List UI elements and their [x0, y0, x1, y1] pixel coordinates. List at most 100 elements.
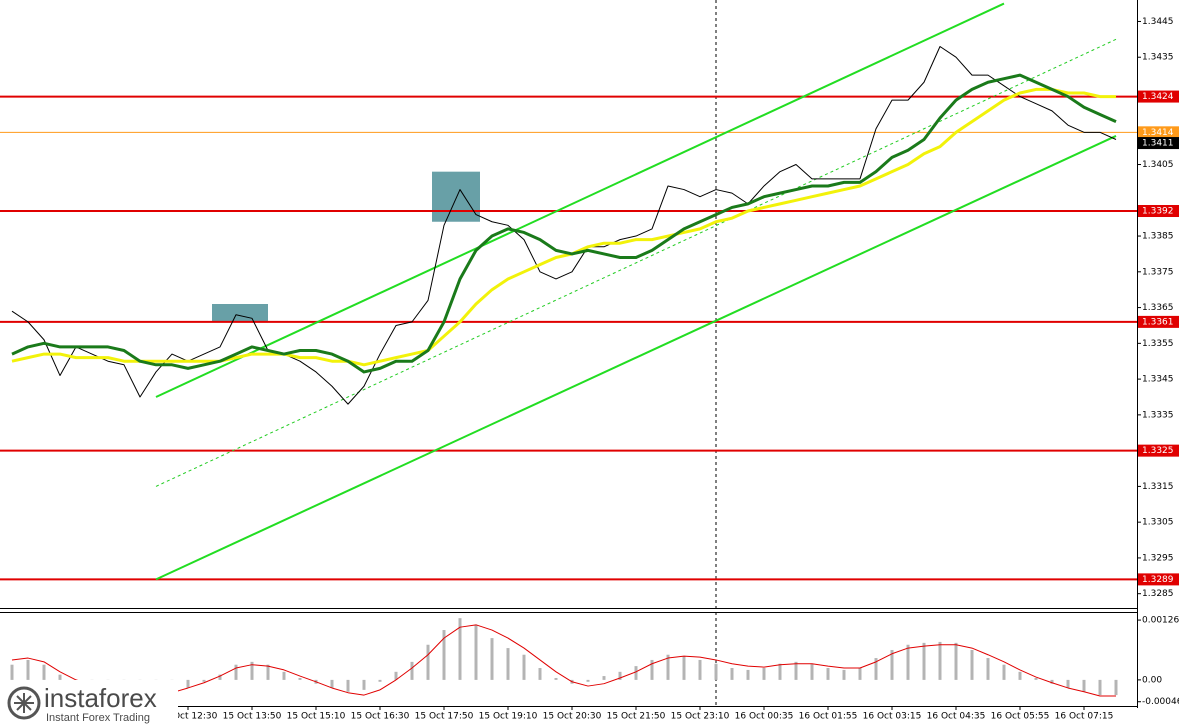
macd-bar	[42, 664, 46, 680]
macd-bar	[842, 669, 846, 680]
macd-bar	[394, 671, 398, 680]
macd-bar	[1018, 671, 1022, 680]
logo-icon	[7, 686, 41, 720]
level-label-box	[1138, 90, 1179, 103]
macd-bar	[1082, 679, 1086, 692]
macd-bar	[1114, 679, 1118, 696]
macd-bar	[186, 679, 190, 688]
macd-bar	[858, 668, 862, 680]
y-tick-label: 1.3335	[1142, 410, 1174, 420]
x-tick-label: 15 Oct 21:50	[607, 712, 666, 722]
macd-bar	[538, 668, 542, 680]
x-tick-label: 16 Oct 05:55	[991, 712, 1050, 722]
x-tick-label: 15 Oct 16:30	[351, 712, 410, 722]
logo-icon	[14, 693, 34, 713]
y-tick-label: 1.3285	[1142, 589, 1174, 599]
plot-layer	[0, 0, 1137, 708]
macd-bar	[618, 671, 622, 680]
macd-bar	[426, 644, 430, 680]
y-tick-label: 1.3435	[1142, 53, 1174, 63]
x-tick-label: 16 Oct 07:15	[1055, 712, 1114, 722]
price-line	[11, 73, 1117, 374]
macd-bar	[1066, 679, 1070, 688]
y-tick-label: 0.00126	[1142, 616, 1179, 626]
macd-bar	[714, 663, 718, 680]
macd-bar	[506, 648, 510, 680]
macd-bar	[602, 676, 606, 680]
y-tick-label: 1.3305	[1142, 518, 1174, 528]
macd-bar	[682, 656, 686, 680]
macd-bar	[746, 669, 750, 680]
logo-tagline: Instant Forex Trading	[46, 712, 150, 724]
level-label: 1.3392	[1142, 207, 1174, 217]
macd-bar	[346, 679, 350, 692]
macd-bar	[442, 630, 446, 680]
y-tick-label: 1.3355	[1142, 339, 1174, 349]
macd-bar	[1098, 679, 1102, 696]
macd-bar	[906, 644, 910, 680]
signal-line	[11, 624, 1116, 697]
macd-bar	[1034, 677, 1038, 680]
macd-bar	[730, 668, 734, 680]
macd-bar	[378, 679, 382, 682]
x-tick-label: 16 Oct 04:35	[927, 712, 986, 722]
level-label: 1.3424	[1142, 92, 1174, 102]
signal-zone	[432, 171, 480, 222]
macd-bar	[218, 674, 222, 680]
bid-label-box	[1138, 126, 1179, 139]
price-line	[11, 87, 1116, 367]
macd-bar	[458, 618, 462, 680]
macd-bar	[778, 663, 782, 680]
level-label-box	[1138, 205, 1179, 218]
y-tick-label: 1.3345	[1142, 375, 1174, 385]
x-tick-label: 15 Oct 20:30	[543, 712, 602, 722]
y-tick-label: 1.3295	[1142, 553, 1174, 563]
macd-bar	[410, 661, 414, 680]
macd-bar	[970, 649, 974, 680]
macd-bar	[810, 663, 814, 680]
x-tick-label: 16 Oct 01:55	[799, 712, 858, 722]
macd-bar	[362, 679, 366, 690]
trend-line	[155, 134, 1117, 581]
macd-bar	[698, 659, 702, 680]
macd-bar	[554, 677, 558, 680]
level-label: 1.3325	[1142, 446, 1174, 456]
signal-zone	[212, 304, 268, 322]
x-tick-label: 15 Oct 15:10	[287, 712, 346, 722]
macd-bar	[1002, 664, 1006, 680]
y-tick-label: -0.00046	[1142, 697, 1179, 707]
macd-bar	[234, 664, 238, 680]
macd-bar	[986, 658, 990, 680]
y-tick-label: 1.3315	[1142, 482, 1174, 492]
bid-label: 1.3414	[1142, 128, 1174, 138]
y-tick-label: 1.3365	[1142, 303, 1174, 313]
x-tick-label: 16 Oct 00:35	[735, 712, 794, 722]
price-line	[11, 45, 1117, 405]
macd-bar	[202, 679, 206, 682]
macd-bar	[954, 642, 958, 680]
macd-bar	[298, 677, 302, 680]
trend-line	[155, 2, 1005, 398]
macd-bar	[26, 659, 30, 680]
macd-bar	[250, 661, 254, 680]
macd-bar	[938, 641, 942, 680]
macd-bar	[58, 674, 62, 680]
level-label: 1.3361	[1142, 317, 1174, 327]
macd-bar	[474, 624, 478, 680]
level-label-box	[1138, 573, 1179, 586]
trend-line	[155, 38, 1117, 487]
macd-bar	[762, 668, 766, 680]
y-tick-label: 1.3405	[1142, 160, 1174, 170]
macd-bar	[586, 679, 590, 682]
label-layer: 1.3445 1.3435 1.3405 1.3385 1.3375 1.3365 1.33…	[159, 17, 1179, 722]
macd-bar	[266, 664, 270, 680]
macd-bar	[1050, 679, 1054, 684]
y-tick-label: 1.3375	[1142, 267, 1174, 277]
macd-bar	[666, 654, 670, 680]
x-tick-label: 15 Oct 23:10	[671, 712, 730, 722]
macd-bar	[826, 668, 830, 680]
level-label-box	[1138, 315, 1179, 328]
macd-bar	[874, 658, 878, 680]
